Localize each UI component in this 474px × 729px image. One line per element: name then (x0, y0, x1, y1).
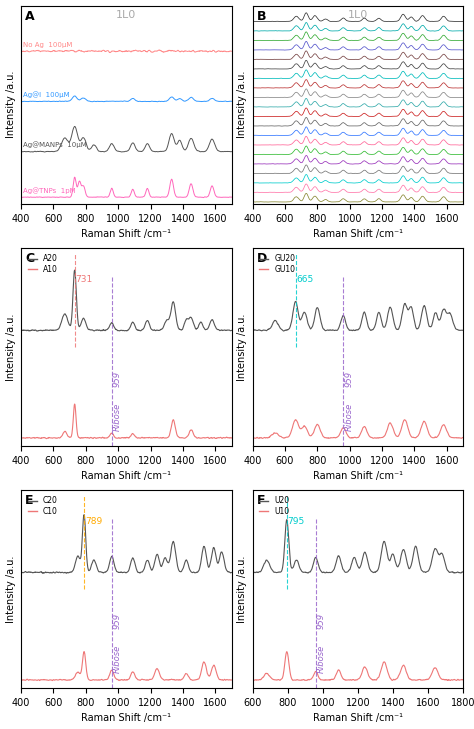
Text: Ag@TNPs  1pM: Ag@TNPs 1pM (23, 187, 75, 193)
Legend: C20, C10: C20, C10 (27, 496, 59, 517)
Text: 665: 665 (296, 275, 314, 284)
Y-axis label: Intensity /a.u.: Intensity /a.u. (6, 71, 16, 139)
Text: Ag@l  100μM: Ag@l 100μM (23, 91, 69, 98)
Text: Ribose: Ribose (345, 403, 354, 432)
Text: F: F (257, 494, 265, 507)
Y-axis label: Intensity /a.u.: Intensity /a.u. (237, 555, 247, 623)
Text: Ag@MANPs  10μM: Ag@MANPs 10μM (23, 141, 86, 148)
Text: 959: 959 (113, 370, 122, 387)
Text: E: E (25, 494, 34, 507)
Text: 731: 731 (75, 275, 93, 284)
Y-axis label: Intensity /a.u.: Intensity /a.u. (6, 313, 16, 381)
Y-axis label: Intensity /a.u.: Intensity /a.u. (237, 71, 247, 139)
Text: 795: 795 (288, 517, 305, 526)
Legend: GU20, GU10: GU20, GU10 (258, 254, 296, 275)
X-axis label: Raman Shift /cm⁻¹: Raman Shift /cm⁻¹ (82, 714, 171, 723)
Text: 1L0: 1L0 (116, 9, 137, 20)
Legend: A20, A10: A20, A10 (27, 254, 59, 275)
Text: A: A (25, 9, 35, 23)
Legend: U20, U10: U20, U10 (258, 496, 291, 517)
Text: B: B (257, 9, 266, 23)
Text: C: C (25, 252, 35, 265)
Text: Ribose: Ribose (113, 403, 122, 432)
Text: Ribose: Ribose (113, 645, 122, 674)
X-axis label: Raman Shift /cm⁻¹: Raman Shift /cm⁻¹ (82, 472, 171, 481)
Text: 1L0: 1L0 (348, 9, 368, 20)
Text: 959: 959 (317, 612, 326, 629)
X-axis label: Raman Shift /cm⁻¹: Raman Shift /cm⁻¹ (313, 714, 403, 723)
Text: No Ag  100μM: No Ag 100μM (23, 42, 72, 47)
X-axis label: Raman Shift /cm⁻¹: Raman Shift /cm⁻¹ (313, 472, 403, 481)
X-axis label: Raman Shift /cm⁻¹: Raman Shift /cm⁻¹ (82, 230, 171, 239)
X-axis label: Raman Shift /cm⁻¹: Raman Shift /cm⁻¹ (313, 230, 403, 239)
Text: 959: 959 (113, 612, 122, 629)
Y-axis label: Intensity /a.u.: Intensity /a.u. (237, 313, 247, 381)
Y-axis label: Intensity /a.u.: Intensity /a.u. (6, 555, 16, 623)
Text: Ribose: Ribose (317, 645, 326, 674)
Text: D: D (257, 252, 267, 265)
Text: 789: 789 (85, 517, 102, 526)
Text: 959: 959 (345, 370, 354, 387)
